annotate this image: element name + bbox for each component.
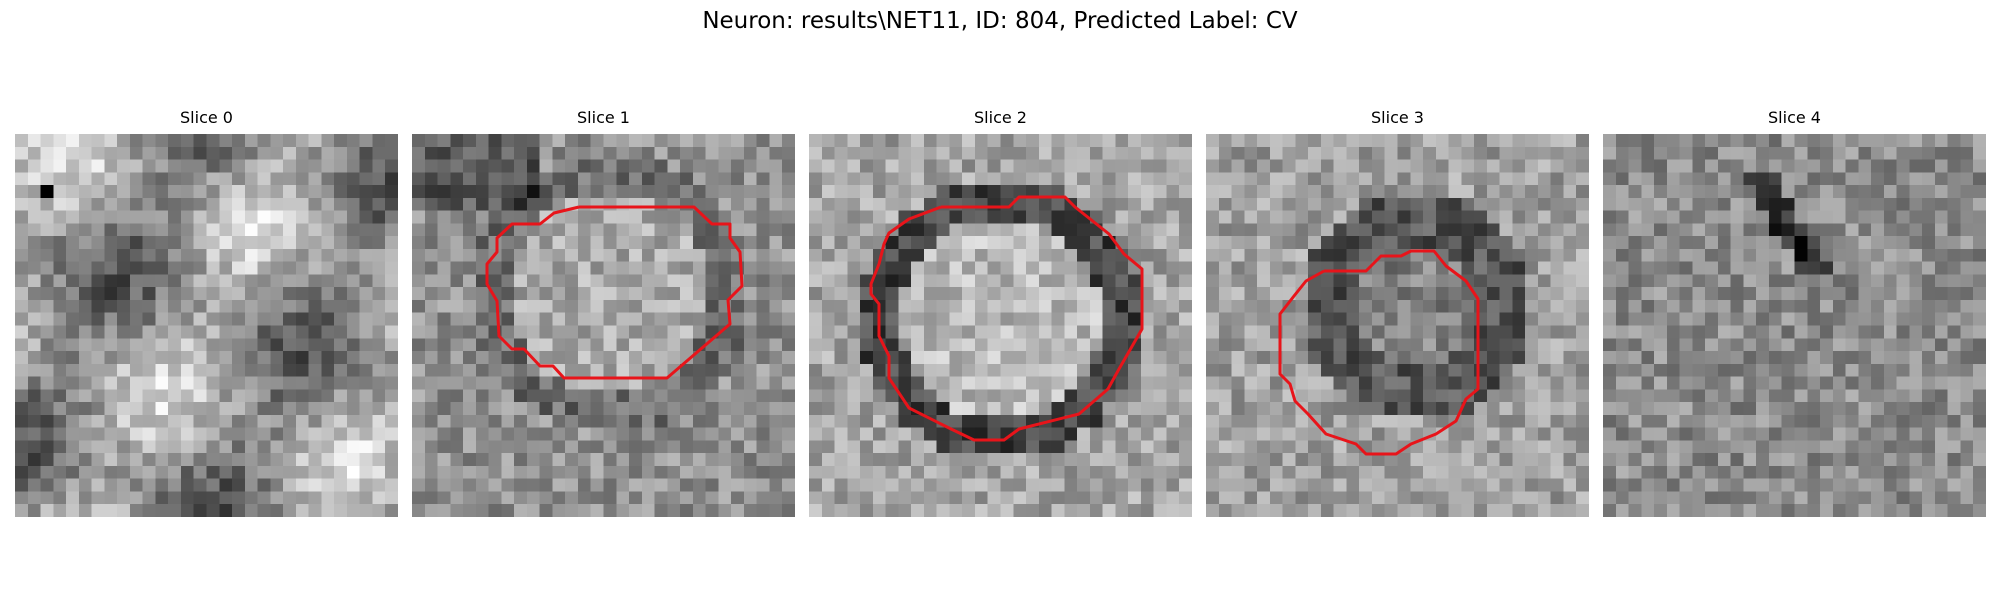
slice-image [1206,134,1589,517]
slice-title: Slice 1 [577,108,630,127]
segmentation-contour [485,205,744,380]
slice-pixels [1603,134,1986,517]
slice-pixels [809,134,1192,517]
contour-line [869,195,1144,442]
slice-title: Slice 4 [1768,108,1821,127]
contour-line [1278,249,1480,456]
slice-title: Slice 3 [1371,108,1424,127]
slice-image [412,134,795,517]
slice-image [15,134,398,517]
slice-pixels [412,134,795,517]
contour-line [485,205,744,380]
slice-title: Slice 2 [974,108,1027,127]
figure-title: Neuron: results\NET11, ID: 804, Predicte… [702,8,1298,34]
segmentation-contour [869,195,1144,442]
slice-title: Slice 0 [180,108,233,127]
slice-image [1603,134,1986,517]
slice-image [809,134,1192,517]
slice-pixels [15,134,398,517]
segmentation-contour [1278,249,1480,456]
